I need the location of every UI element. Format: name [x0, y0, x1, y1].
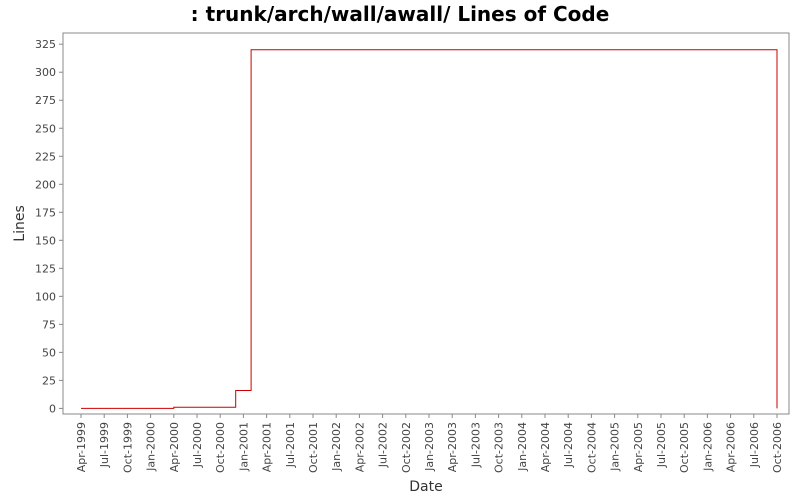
x-tick-label: Apr-2002	[353, 422, 366, 472]
x-tick-label: Oct-2002	[400, 422, 413, 473]
x-tick-label: Jul-2000	[191, 422, 204, 468]
y-tick-label: 300	[35, 66, 56, 79]
x-tick-label: Apr-2006	[725, 422, 738, 472]
y-tick-label: 250	[35, 122, 56, 135]
x-tick-label: Jan-2002	[330, 422, 343, 472]
y-tick-label: 225	[35, 150, 56, 163]
x-tick-label: Oct-2004	[585, 422, 598, 473]
x-tick-label: Apr-2004	[539, 422, 552, 472]
y-tick-label: 0	[49, 402, 56, 415]
x-tick-label: Jul-2004	[562, 422, 575, 468]
x-tick-label: Apr-2001	[261, 422, 274, 472]
x-tick-label: Jan-2006	[701, 422, 714, 472]
x-tick-label: Apr-2005	[632, 422, 645, 472]
x-tick-label: Oct-1999	[121, 422, 134, 473]
y-tick-label: 125	[35, 262, 56, 275]
x-tick-label: Apr-1999	[75, 422, 88, 472]
y-tick-label: 200	[35, 178, 56, 191]
x-tick-label: Jul-2002	[377, 422, 390, 468]
x-tick-label: Jul-2006	[748, 422, 761, 468]
x-tick-label: Jan-2003	[423, 422, 436, 472]
x-tick-label: Oct-2006	[771, 422, 784, 473]
y-tick-label: 100	[35, 290, 56, 303]
y-tick-label: 275	[35, 94, 56, 107]
y-tick-label: 25	[42, 374, 56, 387]
x-tick-label: Oct-2001	[307, 422, 320, 473]
x-tick-label: Jan-2005	[609, 422, 622, 472]
x-tick-label: Jan-2004	[516, 422, 529, 472]
x-tick-label: Oct-2005	[678, 422, 691, 473]
chart-title: : trunk/arch/wall/awall/ Lines of Code	[190, 2, 610, 26]
y-tick-label: 150	[35, 234, 56, 247]
x-tick-label: Jan-2000	[145, 422, 158, 472]
x-tick-label: Apr-2000	[168, 422, 181, 472]
x-tick-label: Oct-2003	[493, 422, 506, 473]
y-axis-label: Lines	[12, 205, 28, 241]
y-tick-label: 75	[42, 318, 56, 331]
y-tick-label: 175	[35, 206, 56, 219]
x-tick-label: Jul-1999	[98, 422, 111, 468]
plot-frame	[62, 32, 790, 415]
x-tick-label: Jul-2003	[469, 422, 482, 468]
y-axis-ticks: 0 25 50 75 100 125 150 175 200 225 250 275 300 325	[35, 38, 63, 415]
y-tick-label: 325	[35, 38, 56, 51]
y-tick-label: 50	[42, 346, 56, 359]
x-tick-label: Jul-2005	[655, 422, 668, 468]
x-tick-label: Jan-2001	[237, 422, 250, 472]
x-tick-label: Oct-2000	[214, 422, 227, 473]
x-axis-label: Date	[409, 479, 442, 495]
x-tick-label: Jul-2001	[284, 422, 297, 468]
series-line-lines	[81, 49, 778, 409]
x-axis-ticks: Apr-1999 Jul-1999 Oct-1999 Jan-2000 Apr-2000…	[75, 414, 784, 473]
x-tick-label: Apr-2003	[446, 422, 459, 472]
